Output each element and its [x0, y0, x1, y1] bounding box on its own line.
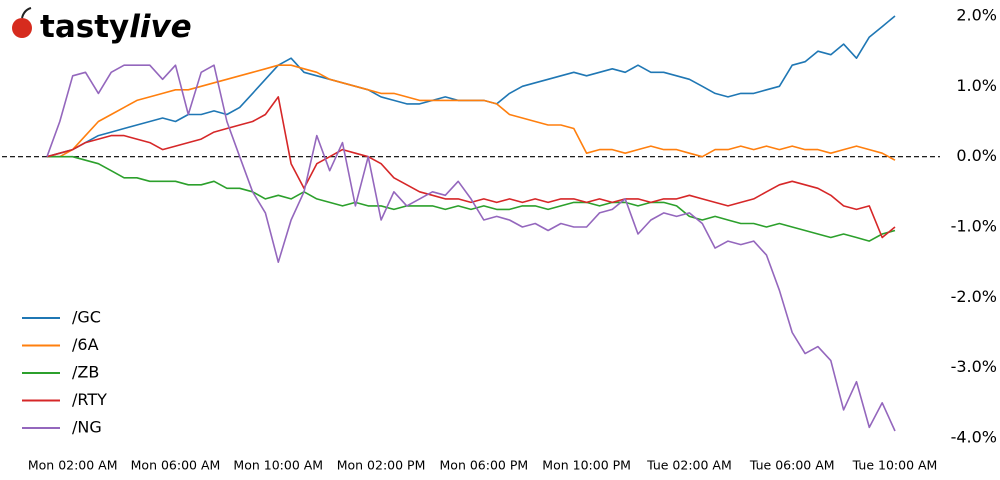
x-tick-label: Mon 10:00 PM: [542, 458, 631, 473]
legend-label: /NG: [72, 418, 102, 437]
y-tick-label: -2.0%: [951, 287, 997, 306]
logo-text: tastylive: [40, 9, 192, 45]
legend-label: /ZB: [72, 363, 99, 382]
logo-part: tasty: [40, 9, 129, 45]
logo-cherry: [12, 18, 32, 38]
y-tick-label: -1.0%: [951, 217, 997, 236]
y-tick-label: 1.0%: [956, 76, 997, 95]
logo: tastylive: [12, 7, 192, 45]
x-tick-label: Tue 02:00 AM: [646, 458, 732, 473]
x-tick-label: Tue 06:00 AM: [749, 458, 835, 473]
y-tick-label: -4.0%: [951, 428, 997, 447]
x-tick-label: Mon 06:00 PM: [440, 458, 529, 473]
series-line: [47, 155, 896, 242]
logo-part: live: [129, 9, 191, 45]
y-tick-label: 0.0%: [956, 146, 997, 165]
legend-label: /6A: [72, 335, 99, 354]
logo-stem: [21, 7, 32, 19]
x-tick-label: Mon 06:00 AM: [131, 458, 221, 473]
y-tick-label: -3.0%: [951, 357, 997, 376]
series-line: [46, 64, 896, 432]
series-line: [46, 96, 896, 239]
x-tick-label: Mon 02:00 PM: [337, 458, 426, 473]
legend-label: /RTY: [72, 390, 107, 409]
series-line: [47, 64, 896, 161]
y-tick-label: 2.0%: [956, 6, 997, 25]
x-tick-label: Tue 10:00 AM: [852, 458, 938, 473]
legend-label: /GC: [72, 308, 101, 327]
x-tick-label: Mon 02:00 AM: [28, 458, 118, 473]
x-tick-label: Mon 10:00 AM: [233, 458, 323, 473]
